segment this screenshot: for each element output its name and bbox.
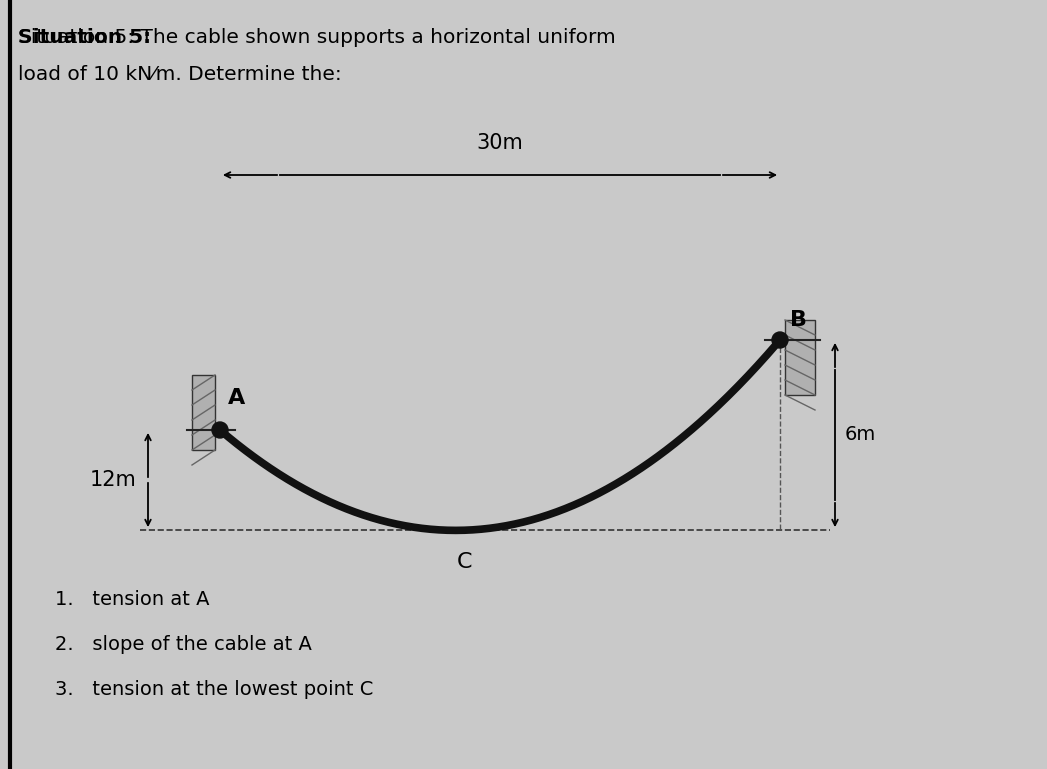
Text: Situation 5: The cable shown supports a horizontal uniform: Situation 5: The cable shown supports a … — [18, 28, 616, 47]
Circle shape — [211, 422, 228, 438]
FancyBboxPatch shape — [192, 375, 215, 450]
Text: A: A — [228, 388, 245, 408]
FancyBboxPatch shape — [785, 320, 815, 395]
Text: load of 10 kN⁄m. Determine the:: load of 10 kN⁄m. Determine the: — [18, 65, 341, 84]
Circle shape — [772, 332, 788, 348]
Text: 6m: 6m — [845, 425, 876, 444]
Text: C: C — [458, 552, 473, 572]
Text: 12m: 12m — [89, 470, 136, 490]
Text: 2.   slope of the cable at A: 2. slope of the cable at A — [55, 635, 312, 654]
Text: Situation 5:: Situation 5: — [18, 28, 151, 47]
Text: B: B — [790, 310, 807, 330]
Text: 30m: 30m — [476, 133, 524, 153]
Text: 3.   tension at the lowest point C: 3. tension at the lowest point C — [55, 680, 374, 699]
Text: 1.   tension at A: 1. tension at A — [55, 590, 209, 609]
